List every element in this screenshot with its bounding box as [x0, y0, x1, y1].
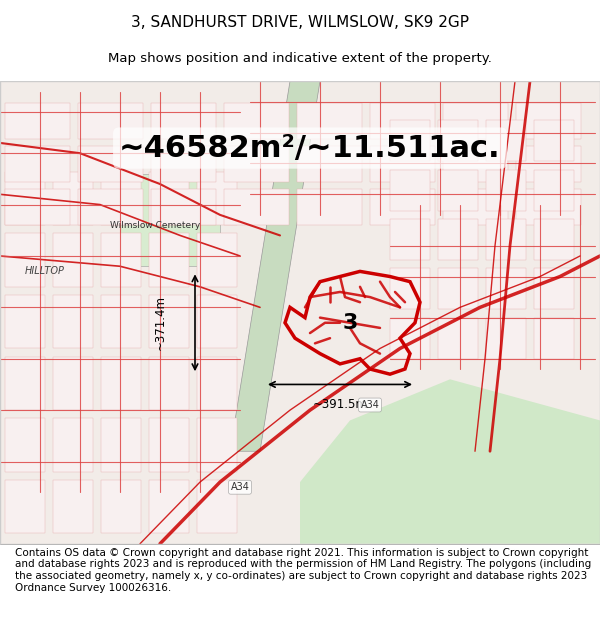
Bar	[370, 103, 435, 139]
Bar	[5, 103, 70, 139]
Bar	[534, 268, 574, 309]
Bar	[370, 189, 435, 225]
Bar	[390, 268, 430, 309]
Bar	[534, 169, 574, 211]
Text: 3, SANDHURST DRIVE, WILMSLOW, SK9 2GP: 3, SANDHURST DRIVE, WILMSLOW, SK9 2GP	[131, 15, 469, 30]
Bar	[516, 103, 581, 139]
Bar	[5, 146, 70, 182]
Polygon shape	[300, 379, 600, 544]
Bar	[534, 219, 574, 260]
Bar	[438, 169, 478, 211]
Bar	[149, 418, 189, 472]
Bar	[534, 318, 574, 359]
Bar	[297, 146, 362, 182]
Bar	[486, 120, 526, 161]
Bar	[390, 318, 430, 359]
Bar	[101, 418, 141, 472]
Bar	[197, 172, 237, 225]
Bar	[224, 146, 289, 182]
Bar	[516, 146, 581, 182]
Bar	[534, 120, 574, 161]
Bar	[101, 172, 141, 225]
Bar	[297, 189, 362, 225]
Bar	[438, 219, 478, 260]
Bar	[370, 146, 435, 182]
Bar	[78, 146, 143, 182]
Bar	[197, 295, 237, 349]
Bar	[390, 219, 430, 260]
Bar	[486, 318, 526, 359]
Bar	[5, 295, 45, 349]
Bar	[438, 120, 478, 161]
Bar	[197, 357, 237, 410]
Bar	[297, 103, 362, 139]
Bar	[149, 295, 189, 349]
Text: Contains OS data © Crown copyright and database right 2021. This information is : Contains OS data © Crown copyright and d…	[15, 548, 591, 592]
Bar	[53, 295, 93, 349]
Bar	[53, 480, 93, 534]
Bar	[5, 172, 45, 225]
Bar	[443, 189, 508, 225]
Bar	[438, 268, 478, 309]
Text: A34: A34	[361, 400, 379, 410]
Text: 3: 3	[343, 312, 358, 332]
Bar	[53, 172, 93, 225]
Bar	[5, 357, 45, 410]
Bar	[53, 418, 93, 472]
Bar	[5, 480, 45, 534]
Bar	[224, 103, 289, 139]
Bar	[486, 219, 526, 260]
Text: ~391.5m: ~391.5m	[313, 399, 367, 411]
Bar	[151, 103, 216, 139]
Bar	[149, 357, 189, 410]
Bar	[197, 233, 237, 287]
Bar	[53, 233, 93, 287]
Bar	[486, 169, 526, 211]
Bar	[149, 172, 189, 225]
Bar	[53, 357, 93, 410]
Bar	[101, 295, 141, 349]
Text: Map shows position and indicative extent of the property.: Map shows position and indicative extent…	[108, 52, 492, 65]
Bar	[101, 357, 141, 410]
Bar	[443, 146, 508, 182]
Bar	[149, 233, 189, 287]
Text: HILLTOP: HILLTOP	[25, 266, 65, 276]
Text: Wilmslow Cemetery: Wilmslow Cemetery	[110, 221, 200, 229]
Bar	[390, 120, 430, 161]
Bar	[5, 418, 45, 472]
Bar	[78, 189, 143, 225]
Bar	[197, 480, 237, 534]
Bar	[101, 233, 141, 287]
Bar	[443, 103, 508, 139]
Bar	[516, 189, 581, 225]
Text: ~46582m²/~11.511ac.: ~46582m²/~11.511ac.	[119, 134, 501, 162]
Text: ~371.4m: ~371.4m	[154, 295, 167, 350]
Bar	[5, 189, 70, 225]
Text: A34: A34	[230, 482, 250, 492]
Bar	[438, 318, 478, 359]
Polygon shape	[230, 81, 320, 451]
Bar	[224, 189, 289, 225]
Bar	[151, 146, 216, 182]
Bar	[151, 189, 216, 225]
Bar	[101, 480, 141, 534]
Bar	[486, 268, 526, 309]
Bar	[78, 103, 143, 139]
Bar	[197, 418, 237, 472]
Bar	[5, 233, 45, 287]
Polygon shape	[120, 174, 220, 266]
Bar	[149, 480, 189, 534]
Bar	[390, 169, 430, 211]
